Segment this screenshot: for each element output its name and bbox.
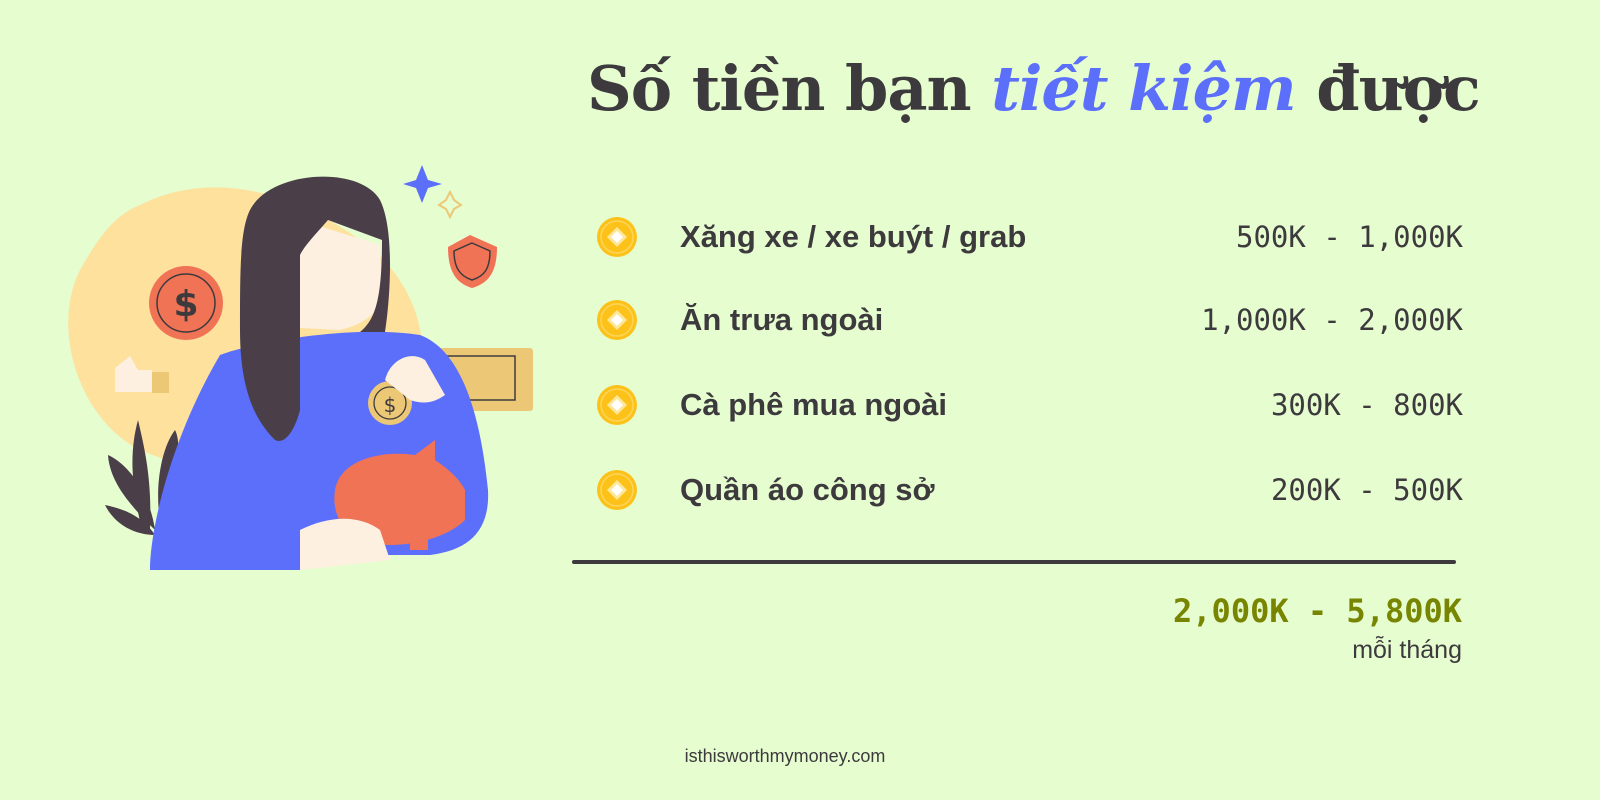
title-text-end: được [1295,52,1481,125]
item-label: Quần áo công sở [680,472,935,507]
page-title: Số tiền bạn tiết kiệm được [587,52,1481,125]
lower-hand [300,518,390,570]
dollar-coin-icon: $ [149,266,223,340]
coin-icon [597,300,637,340]
item-value: 1,000K - 2,000K [1201,303,1463,337]
item-value: 500K - 1,000K [1236,220,1463,254]
item-label: Ăn trưa ngoài [680,302,884,337]
hand [385,356,445,403]
coin-icon [597,217,637,257]
item-label: Xăng xe / xe buýt / grab [680,219,1027,254]
coin-icon [597,385,637,425]
hair [240,176,390,441]
item-value: 200K - 500K [1270,473,1463,507]
divider [572,560,1456,564]
title-text: Số tiền bạn [587,52,992,125]
thumbs-up-icon [115,356,169,393]
savings-item: Cà phê mua ngoài 300K - 800K [597,383,1463,427]
face [300,220,382,330]
svg-text:$: $ [173,284,198,325]
svg-text:$: $ [384,393,397,417]
footer-website: isthisworthmymoney.com [684,746,886,766]
woman-piggy-bank-illustration: $ $ [68,165,533,570]
item-label: Cà phê mua ngoài [680,387,947,422]
sparkle-icon [403,165,463,220]
savings-item: Ăn trưa ngoài 1,000K - 2,000K [597,298,1463,342]
item-value: 300K - 800K [1270,388,1463,422]
savings-item: Quần áo công sở 200K - 500K [597,468,1463,512]
coin-icon [597,470,637,510]
total-savings: 2,000K - 5,800K [1173,592,1462,630]
savings-item: Xăng xe / xe buýt / grab 500K - 1,000K [597,215,1463,259]
total-period: mỗi tháng [1352,636,1462,664]
title-highlight: tiết kiệm [991,52,1296,125]
shield-icon [448,235,497,288]
